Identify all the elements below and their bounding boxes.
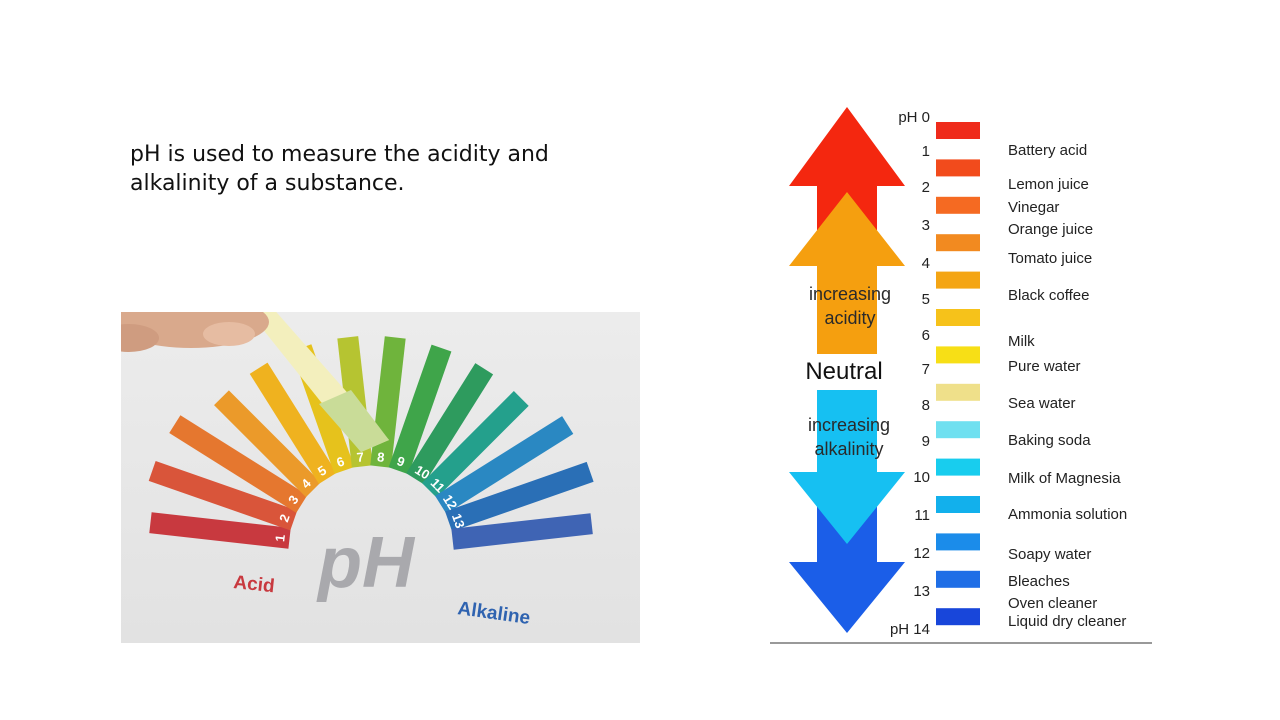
ph-level-label-12: 12 — [913, 545, 930, 562]
strip-10 — [421, 391, 529, 498]
strip-number-9: 10 — [412, 462, 432, 482]
ph-level-label-14: pH 14 — [890, 621, 930, 638]
strip-4 — [249, 362, 337, 484]
substance-7: Pure water — [1008, 358, 1081, 375]
ph-level-label-13: 13 — [913, 583, 930, 600]
ph-swatch-8 — [936, 421, 980, 439]
ph-level-label-1: 1 — [922, 143, 930, 160]
substance-9: Baking soda — [1008, 432, 1091, 449]
ph-level-label-2: 2 — [922, 179, 930, 196]
substance-2: Vinegar — [1008, 199, 1059, 216]
ph-swatch-13 — [936, 608, 980, 626]
body-text: pH is used to measure the acidity and al… — [130, 142, 549, 196]
substance-10: Milk of Magnesia — [1008, 470, 1121, 487]
strip-number-6: 7 — [356, 449, 365, 465]
test-strip — [249, 312, 389, 452]
substance-8: Sea water — [1008, 395, 1076, 412]
ph-level-label-7: 7 — [922, 361, 930, 378]
acid-label: Acid — [232, 572, 275, 597]
substance-12: Soapy water — [1008, 546, 1091, 563]
strip-1 — [148, 460, 298, 531]
strip-number-1: 2 — [276, 512, 293, 524]
ph-swatch-10 — [936, 496, 980, 513]
strip-13 — [451, 513, 593, 550]
ph-level-label-4: 4 — [922, 255, 930, 272]
strip-number-7: 8 — [376, 449, 385, 465]
strip-8 — [388, 344, 452, 475]
strip-12 — [445, 461, 594, 532]
ph-level-label-0: pH 0 — [898, 109, 930, 126]
alkaline-arrow-text-1: increasing — [808, 415, 890, 435]
red-acid-arrow — [789, 107, 905, 230]
substance-6: Milk — [1008, 333, 1035, 350]
ph-level-label-9: 9 — [922, 433, 930, 450]
neutral-label: Neutral — [805, 358, 882, 385]
alkaline-label: Alkaline — [456, 598, 531, 629]
strip-number-8: 9 — [395, 453, 407, 470]
ph-scale-chart: increasing acidity Neutral increasing al… — [770, 100, 1155, 645]
ph-swatch-5 — [936, 309, 980, 326]
ph-swatch-1 — [936, 159, 980, 177]
substance-3: Orange juice — [1008, 221, 1093, 238]
substance-1: Lemon juice — [1008, 176, 1089, 193]
ph-level-label-8: 8 — [922, 397, 930, 414]
ph-level-label-6: 6 — [922, 327, 930, 344]
ph-swatch-2 — [936, 196, 980, 214]
ph-level-label-5: 5 — [922, 291, 930, 308]
strip-0 — [149, 512, 291, 549]
ph-swatch-12 — [936, 570, 980, 588]
ph-level-label-10: 10 — [913, 469, 930, 486]
substance-11: Ammonia solution — [1008, 506, 1127, 523]
ph-level-label-3: 3 — [922, 217, 930, 234]
acid-arrow-text-1: increasing — [809, 284, 891, 304]
ph-scale-graphic: increasing acidity Neutral increasing al… — [770, 107, 1152, 644]
substance-15: Liquid dry cleaner — [1008, 613, 1126, 630]
ph-swatch-4 — [936, 271, 980, 289]
strip-number-11: 12 — [440, 492, 460, 512]
strip-2 — [169, 415, 308, 513]
ph-swatch-3 — [936, 234, 980, 252]
substance-5: Black coffee — [1008, 287, 1089, 304]
ph-swatch-9 — [936, 458, 980, 476]
ph-swatch-7 — [936, 383, 980, 401]
ph-center-label: pH — [316, 523, 416, 603]
orange-acid-arrow — [789, 192, 905, 354]
ph-level-label-11: 11 — [914, 507, 930, 524]
alkaline-arrow-text-2: alkalinity — [814, 439, 883, 459]
substance-0: Battery acid — [1008, 142, 1087, 159]
substance-list: Battery acid Lemon juice Vinegar Orange jui… — [1008, 142, 1127, 630]
cyan-alkaline-arrow — [789, 390, 905, 544]
strip-11 — [435, 416, 574, 514]
strip-number-0: 1 — [272, 534, 288, 543]
ph-strip-photo: 1 2 3 4 5 6 7 8 9 10 11 12 13 pH Acid Alkaline — [121, 312, 640, 643]
ph-swatch-11 — [936, 533, 980, 551]
strip-number-12: 13 — [449, 512, 468, 531]
ph-swatch-0 — [936, 122, 980, 139]
substance-4: Tomato juice — [1008, 250, 1092, 267]
substance-13: Bleaches — [1008, 573, 1070, 590]
strip-9 — [406, 363, 494, 485]
substance-14: Oven cleaner — [1008, 595, 1097, 612]
blue-alkaline-arrow — [789, 490, 905, 633]
ph-swatch-6 — [936, 346, 980, 364]
strip-number-5: 6 — [335, 453, 347, 470]
acid-arrow-text-2: acidity — [824, 308, 875, 328]
strip-3 — [214, 390, 321, 498]
fingers — [121, 312, 269, 352]
